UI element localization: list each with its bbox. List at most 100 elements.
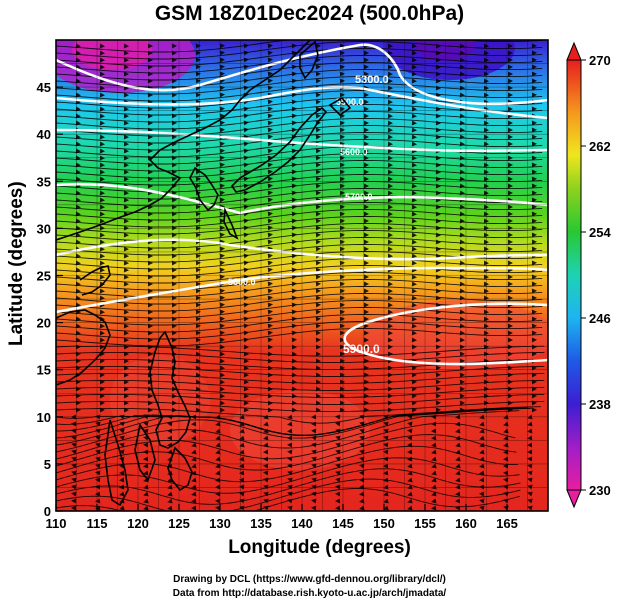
wind-arrowhead <box>287 414 293 420</box>
wind-arrowhead <box>291 162 297 168</box>
wind-arrowhead <box>311 449 317 455</box>
y-tick-label: 30 <box>37 221 51 236</box>
wind-arrowhead <box>483 260 489 266</box>
wind-arrowhead <box>531 232 537 238</box>
wind-arrowhead <box>219 169 225 175</box>
wind-arrowhead <box>99 239 105 245</box>
wind-arrowhead <box>431 435 437 441</box>
wind-arrowhead <box>387 43 393 49</box>
wind-arrowhead <box>219 372 225 378</box>
wind-arrowhead <box>507 393 513 399</box>
wind-arrowhead <box>124 372 129 378</box>
wind-arrowhead <box>263 421 269 427</box>
wind-arrowhead <box>531 64 537 70</box>
wind-arrowhead <box>267 344 273 350</box>
wind-arrowhead <box>243 260 249 266</box>
wind-arrowhead <box>123 330 129 336</box>
streamline <box>56 407 522 453</box>
wind-arrowhead <box>435 253 441 259</box>
wind-arrowhead <box>267 337 273 343</box>
wind-arrowhead <box>291 211 297 217</box>
wind-arrowhead <box>99 197 105 203</box>
wind-arrowhead <box>531 78 537 84</box>
wind-arrowhead <box>267 50 273 56</box>
wind-arrowhead <box>291 239 297 245</box>
wind-arrowhead <box>123 162 129 168</box>
wind-arrowhead <box>123 267 129 273</box>
wind-arrowhead <box>75 106 81 112</box>
wind-arrowhead <box>315 302 321 308</box>
wind-arrowhead <box>95 505 101 511</box>
wind-arrowhead <box>219 197 225 203</box>
wind-arrowhead <box>148 176 153 182</box>
wind-arrowhead <box>71 491 77 497</box>
wind-arrowhead <box>483 78 489 84</box>
wind-arrowhead <box>411 120 417 126</box>
wind-arrowhead <box>267 162 273 168</box>
wind-arrowhead <box>123 281 129 287</box>
wind-arrowhead <box>483 162 489 168</box>
wind-arrowhead <box>148 106 153 112</box>
wind-arrowhead <box>267 106 273 112</box>
wind-arrowhead <box>147 407 153 413</box>
wind-arrowhead <box>215 449 221 455</box>
wind-arrowhead <box>100 372 105 378</box>
wind-arrowhead <box>171 309 177 315</box>
wind-arrowhead <box>459 176 465 182</box>
wind-arrowhead <box>171 43 177 49</box>
wind-arrowhead <box>508 106 513 112</box>
wind-arrowhead <box>503 484 509 490</box>
wind-arrowhead <box>219 358 225 364</box>
streamline <box>56 351 545 363</box>
wind-arrowhead <box>267 365 273 371</box>
wind-arrowhead <box>291 351 297 357</box>
wind-arrowhead <box>483 323 489 329</box>
wind-arrowhead <box>387 211 393 217</box>
wind-arrowhead <box>243 78 249 84</box>
wind-arrowhead <box>435 365 441 371</box>
wind-arrowhead <box>219 379 225 385</box>
coastlines <box>56 40 352 507</box>
wind-arrowhead <box>99 288 105 294</box>
wind-arrowhead <box>411 274 417 280</box>
wind-arrowhead <box>359 421 365 427</box>
wind-arrowhead <box>99 246 105 252</box>
wind-arrowhead <box>75 260 81 266</box>
wind-arrowhead <box>99 323 105 329</box>
wind-arrowhead <box>287 463 293 469</box>
wind-arrowhead <box>191 428 197 434</box>
wind-arrowhead <box>531 183 537 189</box>
wind-arrowhead <box>339 225 345 231</box>
wind-arrowhead <box>119 442 125 448</box>
wind-arrowhead <box>531 197 537 203</box>
wind-arrowhead <box>411 232 417 238</box>
wind-arrowhead <box>455 477 461 483</box>
wind-arrowhead <box>243 225 249 231</box>
wind-arrowhead <box>123 225 129 231</box>
wind-arrowhead <box>339 211 345 217</box>
wind-arrowhead <box>339 232 345 238</box>
wind-arrowhead <box>219 232 225 238</box>
y-tick-label: 10 <box>37 410 51 425</box>
wind-arrowhead <box>339 78 345 84</box>
wind-arrowhead <box>435 183 441 189</box>
wind-arrowhead <box>335 505 341 511</box>
wind-arrowhead <box>531 246 537 252</box>
wind-arrowhead <box>407 470 413 476</box>
wind-arrowhead <box>147 393 153 399</box>
wind-arrowhead <box>219 267 225 273</box>
wind-arrowhead <box>195 162 201 168</box>
wind-arrowhead <box>531 281 537 287</box>
wind-arrowhead <box>435 127 441 133</box>
wind-arrowhead <box>407 435 413 441</box>
wind-arrowhead <box>219 43 225 49</box>
wind-arrowhead <box>239 456 245 462</box>
wind-arrowhead <box>243 281 249 287</box>
wind-arrowhead <box>195 281 201 287</box>
wind-arrowhead <box>99 92 105 98</box>
wind-arrowhead <box>263 456 268 462</box>
wind-arrowhead <box>71 449 77 455</box>
wind-arrowhead <box>483 92 489 98</box>
wind-arrowhead <box>335 435 341 441</box>
wind-arrowhead <box>219 302 225 308</box>
